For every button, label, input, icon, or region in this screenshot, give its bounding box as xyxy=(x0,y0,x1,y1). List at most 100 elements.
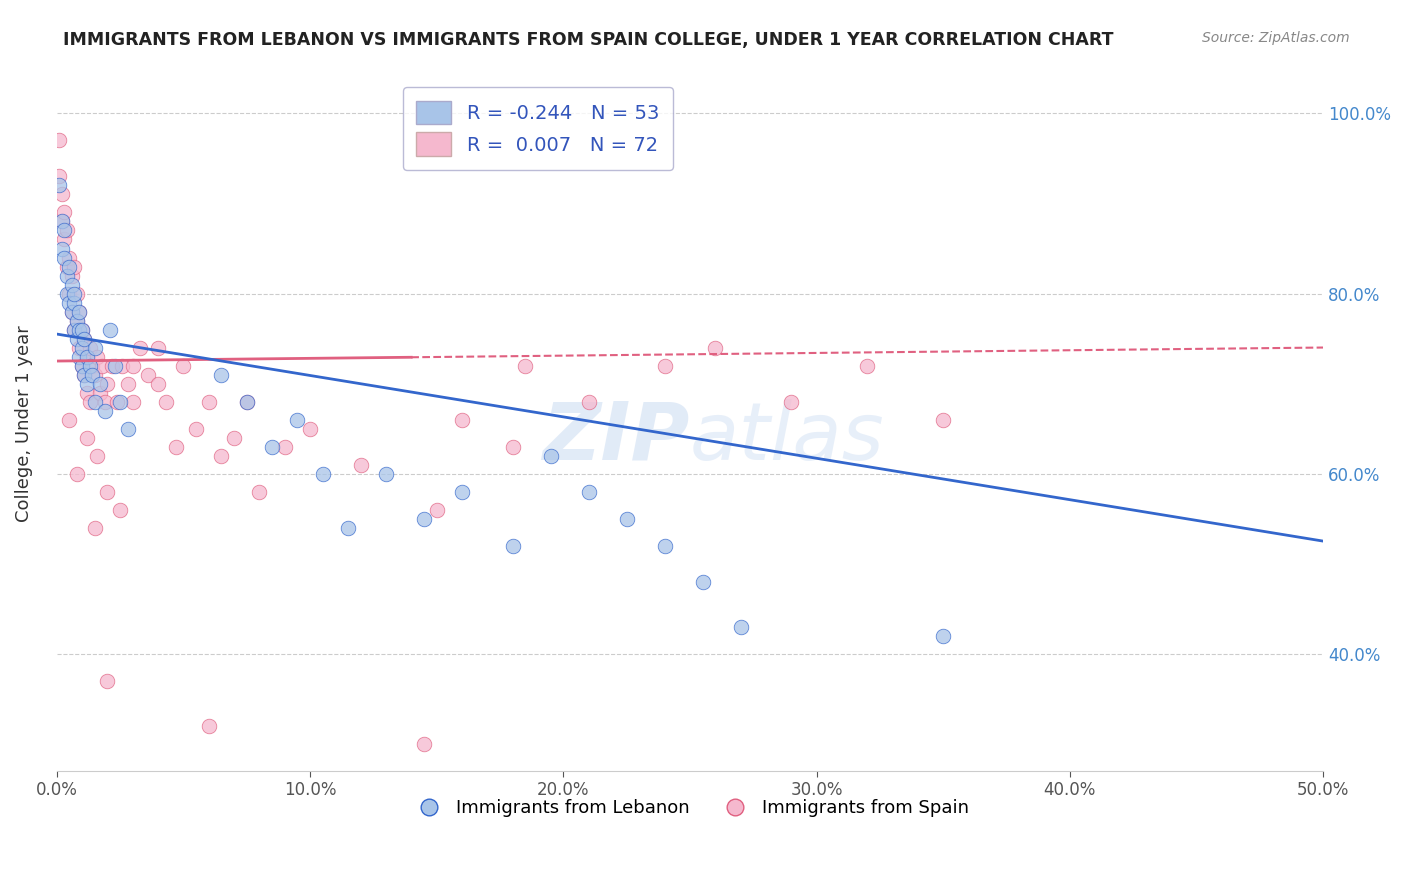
Point xyxy=(55,260,77,274)
Point xyxy=(104,359,127,373)
Point xyxy=(83,341,105,355)
Point xyxy=(932,629,955,643)
Point xyxy=(616,511,638,525)
Point xyxy=(55,286,77,301)
Point xyxy=(96,484,118,499)
Point xyxy=(654,539,676,553)
Point xyxy=(349,458,371,472)
Point xyxy=(121,394,143,409)
Point xyxy=(55,268,77,283)
Point xyxy=(67,350,90,364)
Point xyxy=(730,620,752,634)
Point xyxy=(235,394,257,409)
Point xyxy=(107,394,129,409)
Point xyxy=(60,277,83,292)
Point xyxy=(73,368,96,382)
Point xyxy=(578,394,600,409)
Point xyxy=(67,304,90,318)
Point xyxy=(209,449,232,463)
Point xyxy=(55,223,77,237)
Point xyxy=(222,431,245,445)
Point xyxy=(48,178,70,193)
Point xyxy=(451,412,474,426)
Text: Source: ZipAtlas.com: Source: ZipAtlas.com xyxy=(1202,31,1350,45)
Point xyxy=(108,502,131,516)
Point xyxy=(515,359,537,373)
Point xyxy=(260,440,283,454)
Point xyxy=(932,412,955,426)
Point xyxy=(93,403,115,417)
Point xyxy=(704,341,727,355)
Point xyxy=(76,431,98,445)
Point xyxy=(66,467,89,481)
Point xyxy=(121,359,143,373)
Point xyxy=(692,574,714,589)
Point xyxy=(70,322,93,336)
Point xyxy=(298,421,321,435)
Point xyxy=(83,394,105,409)
Point xyxy=(73,332,96,346)
Point xyxy=(155,394,177,409)
Point xyxy=(76,385,98,400)
Point xyxy=(578,484,600,499)
Point xyxy=(129,341,152,355)
Point xyxy=(63,322,86,336)
Point xyxy=(412,511,434,525)
Text: ZIP: ZIP xyxy=(543,399,690,477)
Point xyxy=(66,313,89,327)
Point xyxy=(197,719,219,733)
Point xyxy=(165,440,187,454)
Point xyxy=(63,286,86,301)
Point xyxy=(856,359,879,373)
Point xyxy=(98,322,121,336)
Point xyxy=(60,304,83,318)
Point xyxy=(53,223,76,237)
Point xyxy=(51,187,73,202)
Y-axis label: College, Under 1 year: College, Under 1 year xyxy=(15,326,32,523)
Point xyxy=(70,341,93,355)
Point xyxy=(86,449,108,463)
Point xyxy=(540,449,562,463)
Point xyxy=(80,368,103,382)
Point xyxy=(89,385,111,400)
Legend: Immigrants from Lebanon, Immigrants from Spain: Immigrants from Lebanon, Immigrants from… xyxy=(404,791,976,824)
Point xyxy=(51,242,73,256)
Point xyxy=(66,313,89,327)
Point xyxy=(53,251,76,265)
Point xyxy=(86,350,108,364)
Point xyxy=(58,295,80,310)
Point xyxy=(197,394,219,409)
Point xyxy=(66,286,89,301)
Point xyxy=(60,268,83,283)
Point xyxy=(426,502,449,516)
Point xyxy=(108,394,131,409)
Point xyxy=(83,520,105,534)
Point xyxy=(374,467,396,481)
Point xyxy=(58,260,80,274)
Point xyxy=(247,484,270,499)
Point xyxy=(101,359,124,373)
Point xyxy=(70,322,93,336)
Point xyxy=(412,737,434,751)
Point xyxy=(93,394,115,409)
Point xyxy=(79,394,101,409)
Point xyxy=(53,232,76,246)
Point xyxy=(136,368,159,382)
Point xyxy=(111,359,134,373)
Point xyxy=(79,341,101,355)
Point xyxy=(53,205,76,219)
Point xyxy=(58,251,80,265)
Point xyxy=(48,169,70,184)
Point xyxy=(780,394,803,409)
Point xyxy=(117,376,139,391)
Point xyxy=(117,421,139,435)
Point xyxy=(67,322,90,336)
Point xyxy=(209,368,232,382)
Point xyxy=(311,467,333,481)
Point xyxy=(502,539,524,553)
Point xyxy=(60,304,83,318)
Point xyxy=(76,350,98,364)
Point xyxy=(63,260,86,274)
Point xyxy=(96,673,118,688)
Point xyxy=(58,286,80,301)
